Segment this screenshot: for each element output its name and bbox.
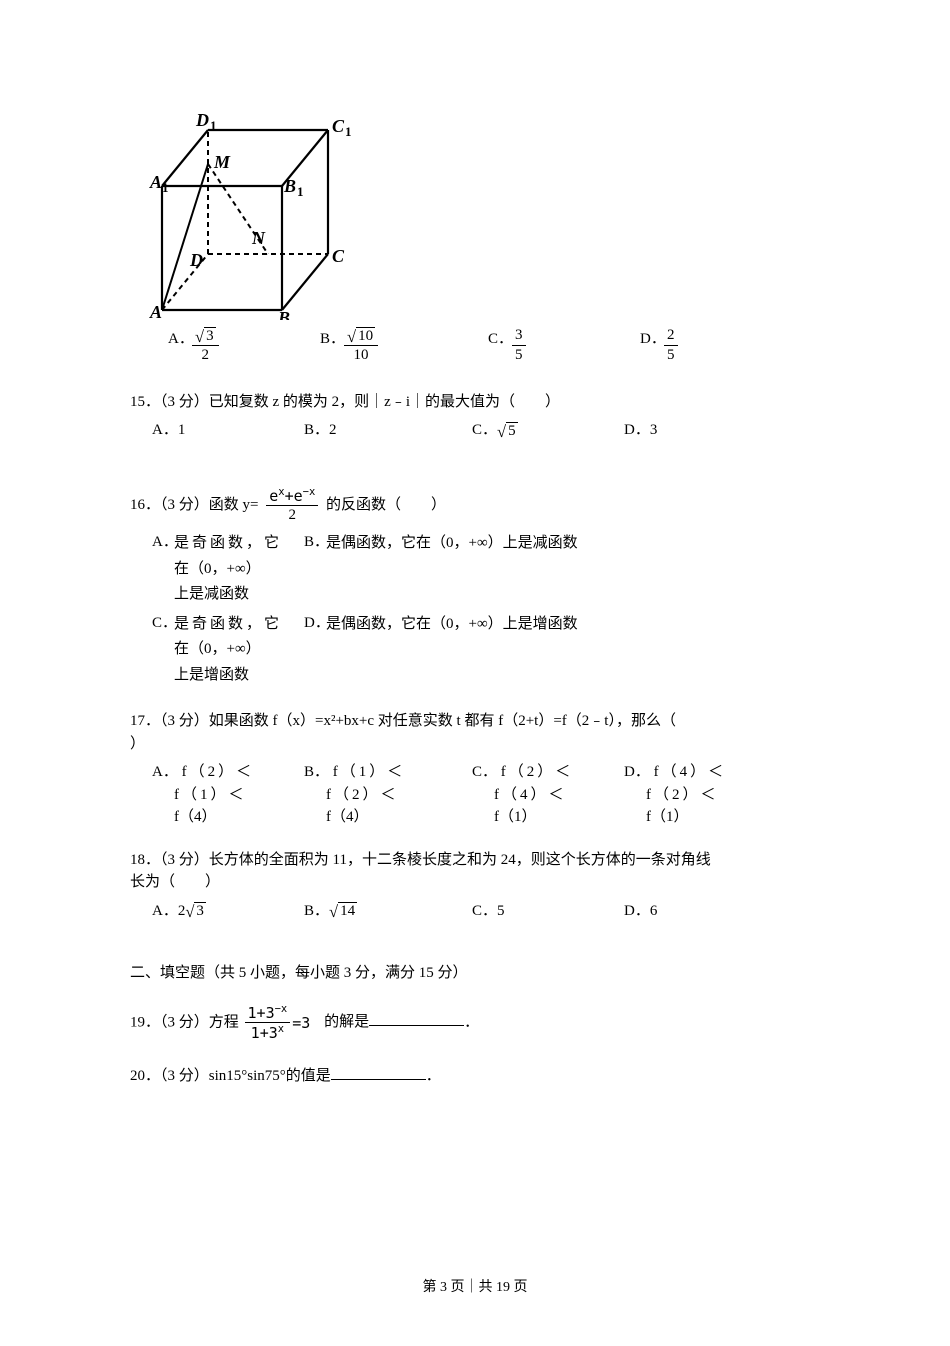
label-D: D — [189, 250, 203, 270]
label-B: B — [277, 308, 290, 320]
q16-options-row2: C． 是奇函数，它 在（0，+∞） 上是增函数 D． 是偶函数，它在（0，+∞）… — [152, 612, 820, 689]
q16-opt-B: 是偶函数，它在（0，+∞）上是减函数 — [326, 531, 578, 608]
q15-sqrt5: √5 — [497, 422, 518, 440]
q14-opt-A-label: A． — [168, 326, 192, 351]
q17: 17．（3 分）如果函数 f（x）=x²+bx+c 对任意实数 t 都有 f（2… — [130, 710, 820, 829]
cube-diagram: A 1 B 1 C 1 D 1 A B C D M N — [140, 110, 360, 320]
label-A: A — [149, 302, 162, 320]
label-N: N — [251, 228, 266, 248]
label-B1: B — [283, 176, 296, 196]
q19-blank — [369, 1025, 464, 1026]
q16-options-row1: A． 是奇函数，它 在（0，+∞） 上是减函数 B． 是偶函数，它在（0，+∞）… — [152, 531, 820, 608]
svg-text:1: 1 — [162, 180, 169, 195]
label-C1: C — [332, 116, 345, 136]
q15-text: 15．（3 分）已知复数 z 的模为 2，则｜z﹣i｜的最大值为（ ） — [130, 391, 820, 414]
q14-opt-C-label: C． — [488, 326, 512, 351]
q18-2sqrt3: 2√3 — [178, 903, 206, 919]
q19-fraction: 1+3−x 1+3x — [245, 1003, 291, 1044]
label-A1: A — [149, 172, 162, 192]
q20-blank — [331, 1079, 426, 1080]
svg-text:1: 1 — [210, 118, 217, 133]
q16-opt-D: 是偶函数，它在（0，+∞）上是增函数 — [326, 612, 578, 689]
q15: 15．（3 分）已知复数 z 的模为 2，则｜z﹣i｜的最大值为（ ） A．1 … — [130, 391, 820, 442]
q18-text: 18．（3 分）长方体的全面积为 11，十二条棱长度之和为 24，则这个长方体的… — [130, 849, 820, 894]
q18: 18．（3 分）长方体的全面积为 11，十二条棱长度之和为 24，则这个长方体的… — [130, 849, 820, 923]
q16-opt-A: 是奇函数，它 在（0，+∞） 上是减函数 — [174, 531, 282, 608]
q14-opt-D-frac: 2 5 — [664, 326, 678, 365]
q19: 19．（3 分）方程 1+3−x 1+3x =3 的解是． — [130, 1003, 820, 1044]
q14-opt-C-frac: 3 5 — [512, 326, 526, 365]
label-M: M — [213, 152, 231, 172]
page: A 1 B 1 C 1 D 1 A B C D M N A． √3 2 B． — [0, 0, 950, 1346]
q16-fraction: ex+e−x 2 — [266, 486, 318, 526]
q17-text: 17．（3 分）如果函数 f（x）=x²+bx+c 对任意实数 t 都有 f（2… — [130, 710, 820, 755]
q19-eq: =3 — [292, 1012, 310, 1035]
q14-opt-A-frac: √3 2 — [192, 326, 219, 365]
q16-opt-C: 是奇函数，它 在（0，+∞） 上是增函数 — [174, 612, 282, 689]
q15-options: A．1 B．2 C．√5 D．3 — [152, 419, 820, 442]
q18-sqrt14: √14 — [329, 902, 357, 920]
label-D1: D — [195, 110, 209, 130]
q16: 16．（3 分）函数 y= ex+e−x 2 的反函数（ ） A． 是奇函数，它… — [130, 486, 820, 689]
svg-text:1: 1 — [297, 184, 304, 199]
q16-text: 16．（3 分）函数 y= ex+e−x 2 的反函数（ ） — [130, 486, 820, 526]
q18-options: A．2√3 B．√14 C．5 D．6 — [152, 900, 820, 923]
page-footer: 第 3 页｜共 19 页 — [0, 1277, 950, 1298]
q17-options: A． f（2）＜ f（1）＜ f（4） B． f（1）＜ f（2）＜ f（4） … — [152, 761, 820, 829]
section2-header: 二、填空题（共 5 小题，每小题 3 分，满分 15 分） — [130, 962, 820, 985]
q14-options: A． √3 2 B． √10 10 C． 3 5 D． 2 5 — [168, 326, 820, 365]
label-C: C — [332, 246, 345, 266]
q14-opt-D-label: D． — [640, 326, 664, 351]
q20: 20．（3 分）sin15°sin75°的值是． — [130, 1065, 820, 1088]
q14-opt-B-label: B． — [320, 326, 344, 351]
svg-text:1: 1 — [345, 124, 352, 139]
q14-opt-B-frac: √10 10 — [344, 326, 378, 365]
